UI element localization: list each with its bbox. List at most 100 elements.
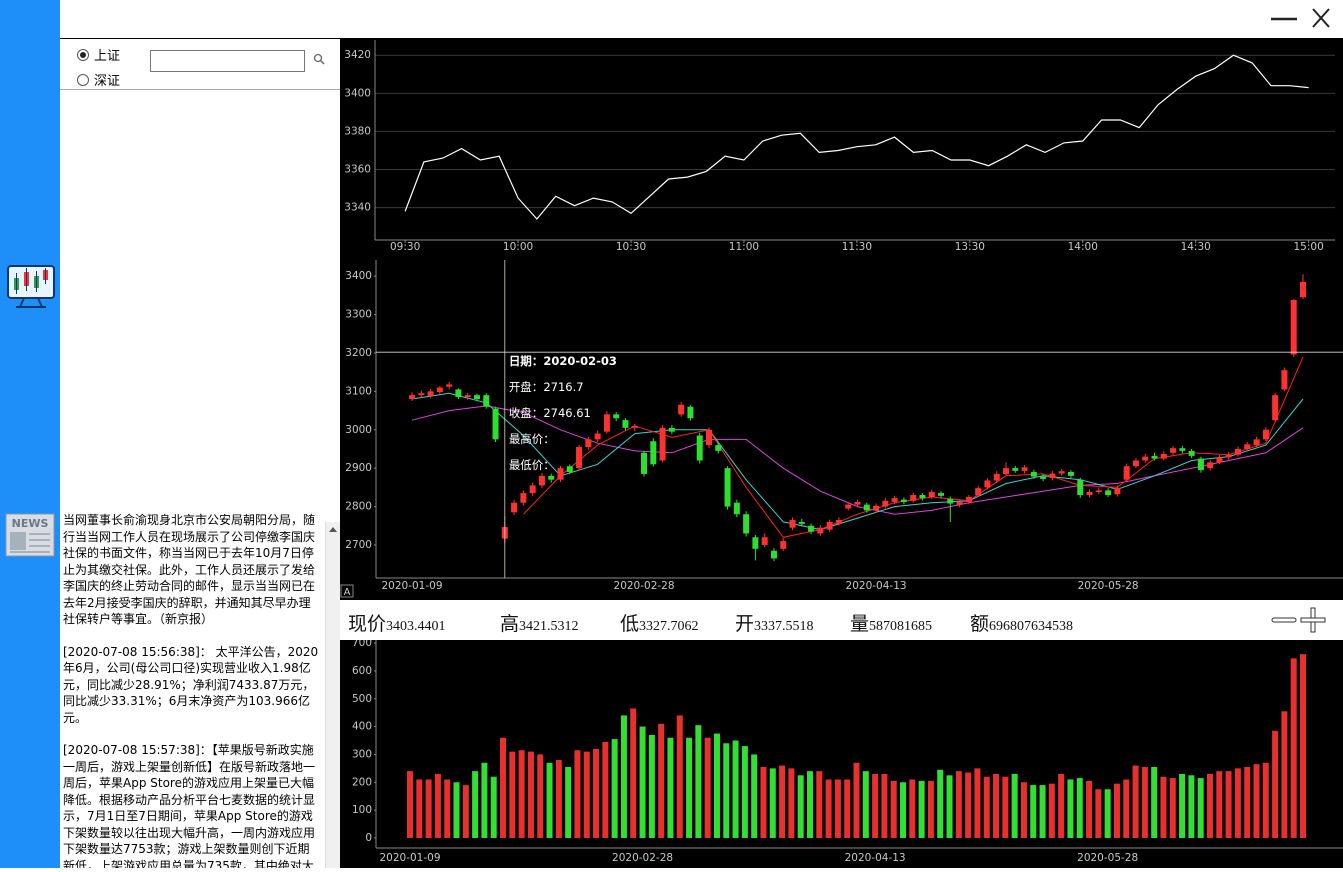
radio-circle[interactable]	[76, 48, 90, 62]
candle-body	[1207, 462, 1214, 469]
volume-bar	[927, 780, 934, 838]
candle-body	[1067, 472, 1074, 476]
tooltip-value: 2746.61	[543, 406, 591, 420]
candle-body	[1012, 468, 1019, 471]
volume-bar	[472, 771, 479, 838]
candle-body	[641, 452, 648, 474]
volume-bar	[937, 769, 944, 838]
candle-body	[808, 525, 815, 532]
candle-body	[603, 414, 610, 432]
close-button[interactable]	[1312, 8, 1330, 28]
x-tick-label: 11:30	[842, 241, 872, 253]
candle-body	[770, 550, 777, 559]
radio-option[interactable]: 上证	[76, 42, 120, 67]
quote-item: 开3337.5518	[735, 609, 814, 636]
volume-bar	[862, 771, 869, 838]
zoom-out-button[interactable]	[1271, 617, 1297, 623]
candle-body	[409, 395, 415, 400]
volume-bar	[574, 750, 581, 838]
news-icon-label: NEWS	[12, 517, 49, 530]
volume-bar	[434, 773, 441, 838]
zoom-in-button[interactable]	[1300, 607, 1326, 633]
radio-dot	[80, 51, 86, 58]
font-button-label[interactable]: A	[344, 587, 351, 598]
candle-body	[455, 389, 462, 398]
news-icon[interactable]: NEWS	[5, 513, 55, 557]
candle-body	[1170, 448, 1177, 453]
volume-bar	[1058, 773, 1065, 838]
y-tick-label: 500	[352, 693, 372, 705]
candle-body	[473, 395, 480, 400]
volume-bar	[1076, 778, 1083, 838]
volume-bar	[593, 748, 600, 838]
quote-label: 开	[735, 614, 755, 635]
candle-body	[446, 384, 453, 387]
volume-bar	[723, 743, 730, 838]
candle-body	[1132, 460, 1139, 467]
candle-body	[752, 537, 759, 549]
volume-bar	[1095, 789, 1102, 838]
font-button[interactable]	[340, 584, 354, 598]
y-tick-label: 3100	[345, 385, 372, 397]
candle-body	[650, 441, 657, 465]
y-tick-label: 3340	[344, 202, 371, 214]
candle-body	[418, 393, 425, 396]
candle-body	[1253, 439, 1260, 446]
candle-body	[529, 485, 536, 494]
candle-body	[492, 408, 499, 440]
radio-circle[interactable]	[76, 73, 90, 87]
volume-bar	[900, 782, 907, 838]
candle-body	[733, 502, 740, 515]
price-line	[404, 54, 1309, 220]
volume-bar	[1281, 711, 1288, 838]
chart-icon[interactable]	[7, 265, 55, 308]
volume-bar	[1067, 779, 1074, 838]
candle-body	[1142, 456, 1149, 461]
volume-bar	[751, 754, 758, 838]
volume-bar	[713, 733, 720, 838]
volume-bar	[834, 779, 841, 838]
volume-bar	[853, 762, 860, 838]
candle-body	[761, 537, 768, 545]
volume-bar	[630, 708, 637, 838]
x-tick-label: 09:30	[390, 241, 420, 253]
search-icon[interactable]	[312, 52, 328, 68]
candle-body	[538, 475, 545, 486]
candle-body	[557, 468, 564, 480]
tooltip-label: 日期：	[509, 354, 544, 368]
candle-body	[1225, 454, 1232, 458]
candle-body	[1095, 490, 1102, 492]
y-tick-label: 3360	[344, 164, 371, 176]
y-tick-label: 3300	[345, 309, 372, 321]
volume-bar	[993, 773, 1000, 838]
candle-body	[436, 387, 443, 393]
volume-bar	[890, 780, 897, 838]
tooltip-value: 2020-02-03	[543, 354, 617, 368]
market-selector: 上证 深证	[76, 42, 120, 92]
y-tick-label: 600	[352, 665, 372, 677]
radio-label[interactable]: 上证	[94, 49, 121, 64]
tooltip-label: 开盘：	[509, 380, 544, 394]
volume-bar	[565, 766, 572, 838]
zoom-controls	[1271, 607, 1326, 633]
candle-body	[947, 498, 954, 504]
radio-option[interactable]: 深证	[76, 67, 120, 92]
chart-area	[340, 39, 1343, 868]
volume-bar	[1104, 789, 1111, 838]
tooltip-value: 2716.7	[543, 380, 583, 394]
y-tick-label: 2900	[345, 462, 372, 474]
x-tick-label: 14:00	[1068, 241, 1098, 253]
volume-bar	[1151, 766, 1158, 838]
volume-bar	[1113, 783, 1120, 838]
scroll-up[interactable]	[326, 523, 340, 537]
kline-chart: A 2700 2800 2900 3000 3100 3200 3300 3400 2020-0…	[340, 260, 1343, 598]
scrollbar[interactable]	[325, 522, 340, 868]
candle-body	[965, 496, 972, 502]
y-tick-label: 2700	[345, 539, 372, 551]
quote-label: 现价	[348, 614, 387, 635]
y-tick-label: 2800	[345, 501, 372, 513]
volume-bar	[1123, 779, 1130, 838]
volume-bar	[1086, 780, 1093, 838]
search-input[interactable]	[150, 50, 305, 72]
radio-label[interactable]: 深证	[94, 74, 121, 89]
